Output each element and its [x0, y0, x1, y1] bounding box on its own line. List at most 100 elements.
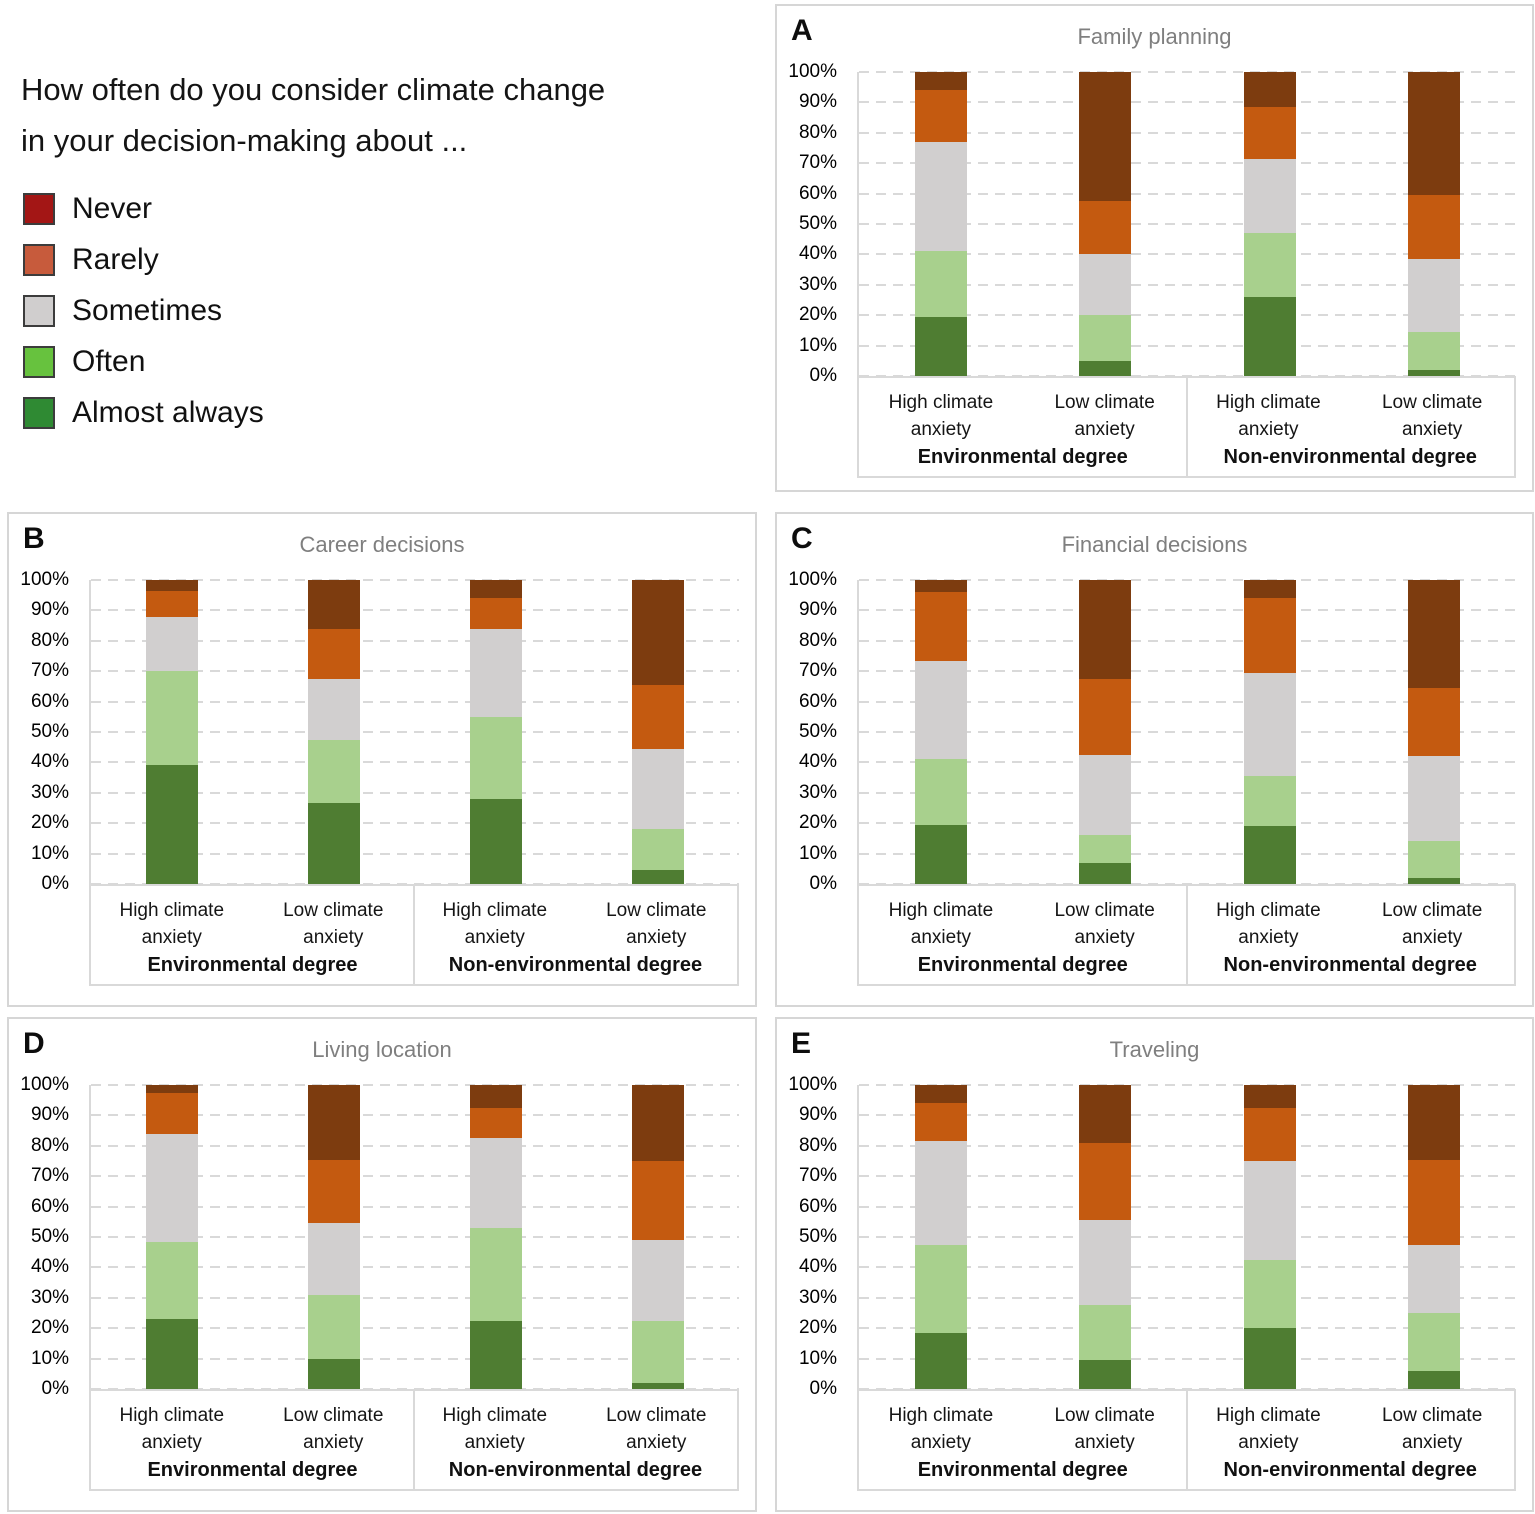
y-tick-label: 70%: [798, 152, 837, 174]
intro-block: How often do you consider climate change…: [7, 4, 757, 492]
bar-segment-never: [1243, 72, 1296, 107]
y-tick-label: 30%: [30, 781, 69, 803]
gridline: [91, 822, 739, 825]
bar-slot: [1188, 580, 1352, 884]
panel-slot-e: E Traveling 0% 10% 20% 30% 40% 50% 60% 70% 80% 90…: [775, 1017, 1534, 1512]
category-axis-area: High climate anxiety Low climate anxiety H…: [89, 884, 739, 986]
gridline: [91, 670, 739, 673]
y-tick-label: 40%: [798, 751, 837, 773]
category-label: Low climate anxiety: [606, 1405, 707, 1453]
bar-segment-often: [1079, 1305, 1132, 1361]
bar-segment-almost-always: [915, 316, 968, 376]
gridline: [859, 71, 1516, 73]
panel-slot-d: D Living location 0% 10% 20% 30% 40% 50% 60% 70…: [7, 1017, 757, 1512]
stacked-bar: [915, 72, 968, 376]
bar-slot: [859, 72, 1023, 376]
y-tick-label: 60%: [798, 1195, 837, 1217]
group-divider-line: [413, 1391, 415, 1489]
bar-segment-never: [915, 580, 968, 593]
bar-segment-sometimes: [915, 660, 968, 760]
stacked-bar: [1243, 1085, 1296, 1389]
bar-segment-sometimes: [1079, 1220, 1132, 1306]
bar-segment-rarely: [1079, 1142, 1132, 1221]
bar-segment-never: [1243, 1085, 1296, 1108]
gridline: [859, 1175, 1516, 1178]
bar-segment-never: [146, 580, 198, 591]
gridline: [859, 344, 1516, 347]
bar-segment-often: [146, 671, 198, 766]
group-label: Environmental degree: [917, 1459, 1128, 1481]
y-tick-label: 100%: [20, 569, 69, 590]
gridline: [91, 731, 739, 733]
y-tick-label: 40%: [798, 243, 837, 265]
category-row: High climate anxiety Low climate anxiety H…: [91, 886, 737, 951]
question-line-2: in your decision-making about ...: [21, 123, 468, 158]
bar-segment-sometimes: [146, 616, 198, 672]
bar-segment-sometimes: [1079, 254, 1132, 316]
bar-segment-often: [308, 739, 360, 804]
bar-segment-almost-always: [1243, 296, 1296, 376]
bar-segment-rarely: [308, 628, 360, 679]
bars-container: [859, 1085, 1516, 1389]
gridline: [859, 162, 1516, 165]
panel-title: Family planning: [1077, 24, 1232, 49]
bar-segment-often: [1079, 835, 1132, 863]
gridline: [91, 1114, 739, 1117]
y-tick-label: 50%: [30, 1226, 69, 1247]
bar-slot: [1188, 1085, 1352, 1389]
bar-segment-never: [1079, 1085, 1132, 1143]
bar-slot: [91, 1085, 253, 1389]
y-axis: 0% 10% 20% 30% 40% 50% 60% 70% 80% 90% 100%: [777, 569, 847, 894]
panel-slot-b: B Career decisions 0% 10% 20% 30% 40% 50% 60% 7…: [7, 512, 757, 1007]
y-tick-label: 100%: [788, 61, 837, 82]
stacked-bar: [1243, 580, 1296, 884]
gridline: [91, 1296, 739, 1299]
category-label: Low climate anxiety: [1381, 1405, 1483, 1453]
y-tick-label: 50%: [30, 721, 69, 742]
legend-item: Almost always: [23, 396, 757, 430]
stacked-bar: [1079, 1085, 1132, 1389]
gridline: [859, 192, 1516, 195]
stacked-bar: [915, 580, 968, 884]
bar-segment-sometimes: [1243, 672, 1296, 777]
bar-segment-almost-always: [632, 870, 684, 884]
gridline: [91, 1357, 739, 1360]
bar-segment-never: [1407, 72, 1460, 196]
group-label: Non-environmental degree: [448, 1459, 703, 1481]
bar-segment-often: [308, 1294, 360, 1359]
category-label: Low climate anxiety: [283, 1405, 384, 1453]
bars-container: [859, 580, 1516, 884]
bar-segment-often: [1243, 776, 1296, 827]
chart-panel: B Career decisions 0% 10% 20% 30% 40% 50% 60% 7…: [7, 512, 757, 1007]
bar-segment-almost-always: [470, 1320, 522, 1389]
gridline: [91, 609, 739, 612]
y-tick-label: 60%: [798, 690, 837, 712]
panel-letter: B: [23, 522, 45, 555]
bar-segment-never: [470, 580, 522, 599]
bar-segment-often: [1407, 841, 1460, 878]
legend: Never Rarely Sometimes Often Almost always: [23, 192, 757, 430]
bar-segment-almost-always: [1079, 1360, 1132, 1389]
bar-segment-often: [146, 1241, 198, 1320]
y-tick-label: 80%: [30, 629, 69, 651]
bar-segment-rarely: [1243, 107, 1296, 159]
bar-segment-often: [1407, 1313, 1460, 1371]
group-label: Environmental degree: [147, 1459, 358, 1481]
gridline: [859, 700, 1516, 703]
bar-segment-rarely: [1407, 687, 1460, 757]
gridline: [859, 223, 1516, 225]
panel-letter: E: [791, 1027, 812, 1060]
panel-title: Living location: [312, 1037, 452, 1062]
bar-segment-sometimes: [1407, 1244, 1460, 1314]
gridline: [91, 1144, 739, 1147]
gridline: [859, 101, 1516, 104]
group-label: Non-environmental degree: [1223, 1459, 1477, 1481]
stacked-bar: [470, 1085, 522, 1389]
group-row: Environmental degree Non-environmental de…: [91, 1459, 737, 1482]
y-tick-label: 20%: [798, 1317, 837, 1339]
bar-segment-almost-always: [146, 1319, 198, 1389]
bar-segment-often: [1243, 233, 1296, 297]
category-label: Low climate anxiety: [1381, 392, 1483, 440]
group-row: Environmental degree Non-environmental de…: [859, 954, 1514, 977]
